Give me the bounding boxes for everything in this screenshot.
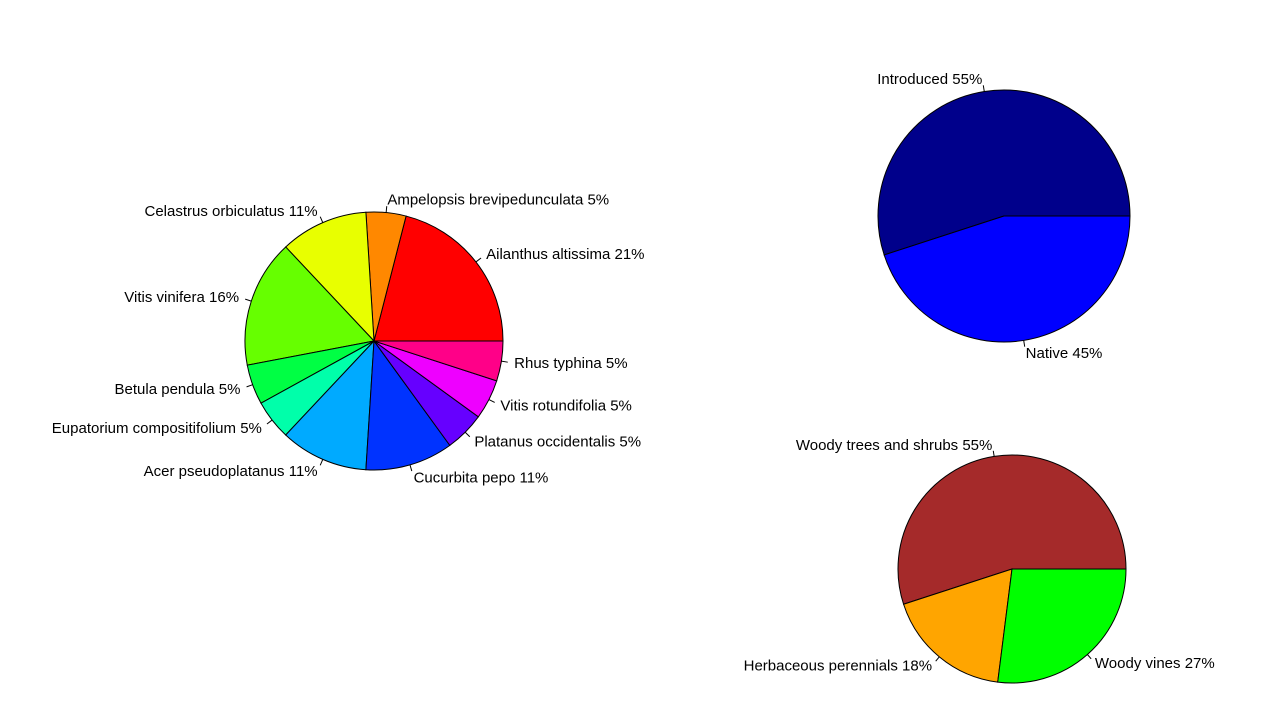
label-tick-celastrus-orbiculatus <box>319 216 324 223</box>
label-tick-native <box>1023 340 1026 347</box>
pie-slice-introduced <box>877 89 1131 256</box>
slice-label-platanus-occidentalis: Platanus occidentalis 5% <box>474 433 641 450</box>
label-tick-eupatorium-compositifolium <box>266 419 273 425</box>
slice-label-celastrus-orbiculatus: Celastrus orbiculatus 11% <box>144 203 317 220</box>
label-tick-woody-trees-and-shrubs <box>992 450 995 457</box>
slice-label-native: Native 45% <box>1026 345 1103 362</box>
label-tick-ampelopsis-brevipedunculata <box>385 206 388 213</box>
pie-slice-ailanthus-altissima <box>373 215 504 342</box>
label-tick-introduced <box>982 85 985 92</box>
slice-label-rhus-typhina: Rhus typhina 5% <box>514 355 627 372</box>
label-tick-cucurbita-pepo <box>409 464 413 472</box>
slice-label-acer-pseudoplatanus: Acer pseudoplatanus 11% <box>144 463 318 480</box>
label-tick-herbaceous-perennials <box>935 656 940 662</box>
slice-label-betula-pendula: Betula pendula 5% <box>115 381 241 398</box>
growth-form-pie-chart: Woody trees and shrubs 55% Herbaceous per… <box>744 437 1215 684</box>
species-pie-chart: Ailanthus altissima 21% Ampelopsis brevip… <box>52 192 645 487</box>
slice-label-woody-trees-and-shrubs: Woody trees and shrubs 55% <box>796 437 993 454</box>
pie-slice-cucurbita-pepo <box>365 339 451 471</box>
slice-label-eupatorium-compositifolium: Eupatorium compositifolium 5% <box>52 420 262 437</box>
label-tick-vitis-rotundifolia <box>488 399 495 403</box>
slice-label-vitis-rotundifolia: Vitis rotundifolia 5% <box>500 397 631 414</box>
slice-label-vitis-vinifera: Vitis vinifera 16% <box>124 289 239 306</box>
slice-label-herbaceous-perennials: Herbaceous perennials 18% <box>744 658 932 675</box>
pie-slice-native <box>883 215 1131 343</box>
slice-label-introduced: Introduced 55% <box>877 71 982 88</box>
label-tick-woody-vines <box>1087 654 1092 660</box>
label-tick-ailanthus-altissima <box>475 257 482 263</box>
label-tick-platanus-occidentalis <box>464 431 471 438</box>
label-tick-rhus-typhina <box>501 360 508 363</box>
slice-label-ailanthus-altissima: Ailanthus altissima 21% <box>486 246 644 263</box>
pie-slice-herbaceous-perennials <box>902 568 1013 683</box>
label-tick-betula-pendula <box>246 384 253 388</box>
slice-label-cucurbita-pepo: Cucurbita pepo 11% <box>414 469 549 486</box>
label-tick-acer-pseudoplatanus <box>319 459 324 466</box>
label-tick-vitis-vinifera <box>245 298 252 302</box>
slice-label-woody-vines: Woody vines 27% <box>1095 655 1215 672</box>
pie-slice-rhus-typhina <box>373 340 504 382</box>
slice-label-ampelopsis-brevipedunculata: Ampelopsis brevipedunculata 5% <box>387 192 609 209</box>
pie-slice-woody-trees-and-shrubs <box>897 454 1127 605</box>
origin-pie-chart: Introduced 55% Native 45% <box>877 71 1131 362</box>
